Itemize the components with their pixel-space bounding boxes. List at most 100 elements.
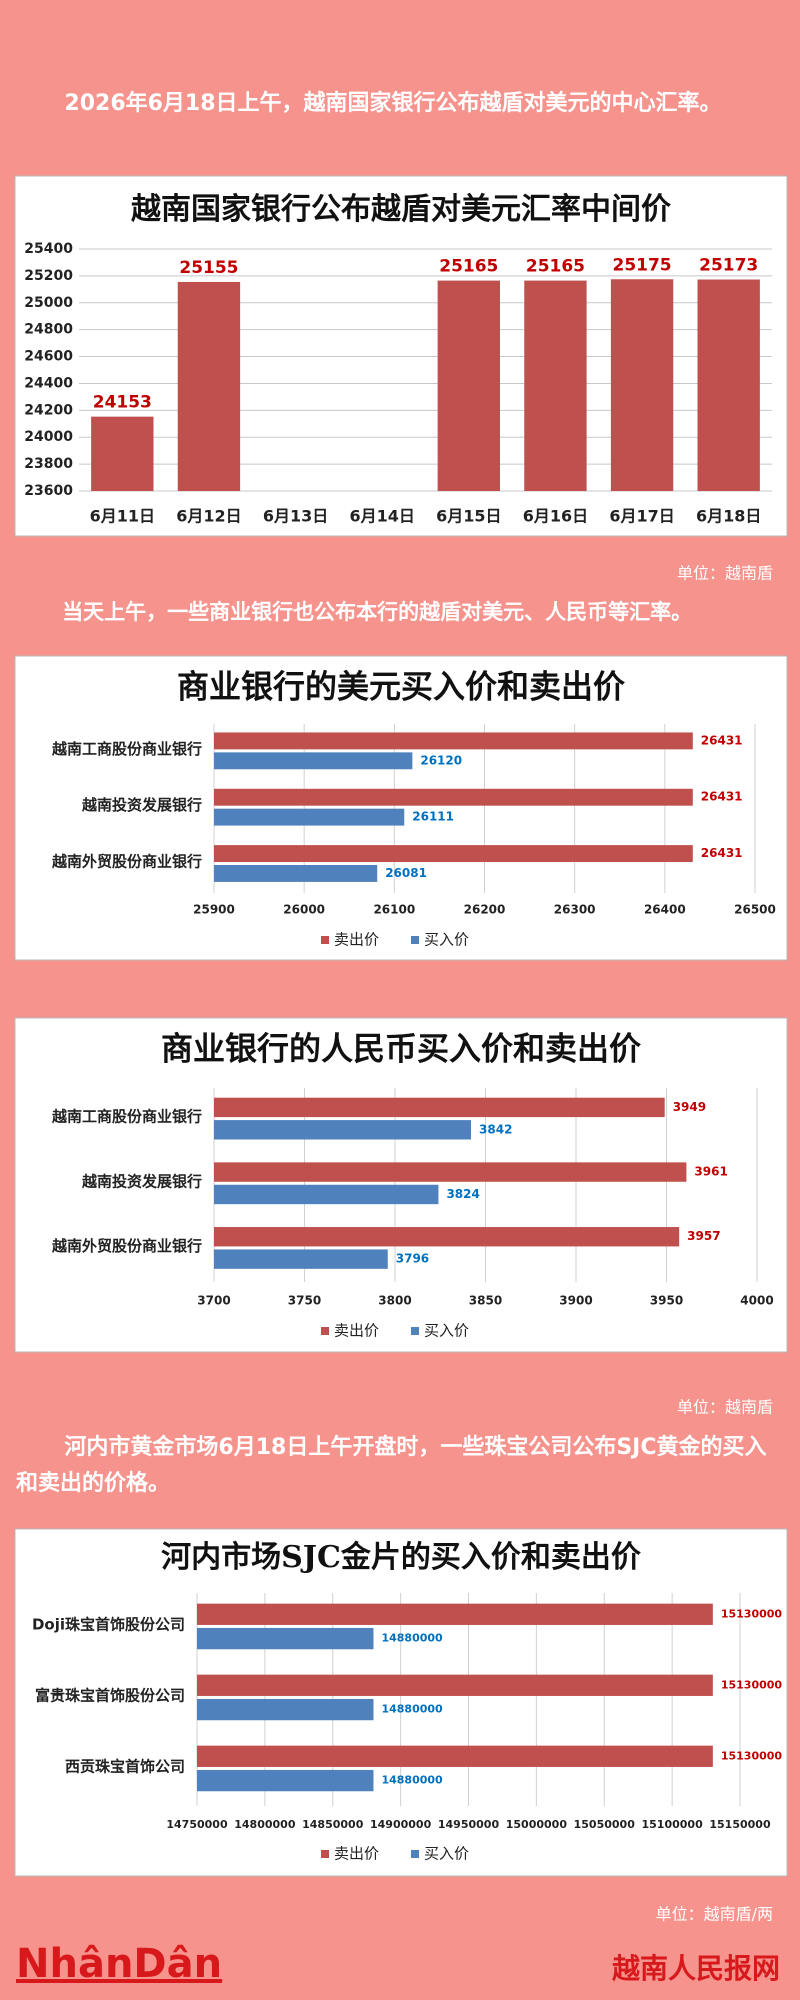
- legend-label: 买入价: [424, 1322, 469, 1340]
- y-tick-label: 25000: [24, 295, 73, 311]
- bar: [91, 416, 154, 491]
- data-label: 14880000: [381, 1774, 443, 1787]
- data-label: 26431: [701, 790, 743, 804]
- data-label: 25155: [179, 258, 238, 278]
- category-label: Doji珠宝首饰股份公司: [32, 1615, 185, 1633]
- x-tick-label: 3800: [378, 1294, 411, 1308]
- x-tick-label: 3950: [650, 1294, 683, 1308]
- bar: [214, 808, 405, 826]
- category-label: 越南投资发展银行: [81, 796, 202, 814]
- x-tick-label: 6月12日: [176, 507, 241, 526]
- bar: [214, 1184, 439, 1205]
- bar: [214, 1120, 472, 1140]
- category-label: 越南工商股份商业银行: [51, 740, 202, 758]
- x-tick-label: 6月16日: [523, 507, 588, 526]
- intro-text: 2026年6月18日上午，越南国家银行公布越盾对美元的中心汇率。: [64, 91, 722, 116]
- bar: [214, 1097, 665, 1118]
- legend-label: 卖出价: [334, 931, 379, 949]
- bar: [197, 1674, 713, 1696]
- chart-title: 越南国家银行公布越盾对美元汇率中间价: [131, 192, 671, 227]
- x-tick-label: 6月17日: [609, 507, 674, 526]
- x-tick-label: 15150000: [709, 1818, 771, 1831]
- category-label: 越南工商股份商业银行: [51, 1108, 202, 1126]
- bar: [610, 279, 674, 491]
- x-tick-label: 25900: [193, 903, 235, 917]
- chart-title: 商业银行的人民币买入价和卖出价: [161, 1030, 641, 1068]
- x-tick-label: 26000: [283, 903, 325, 917]
- data-label: 25165: [526, 257, 585, 277]
- chart-title: 河内市场SJC金片的买入价和卖出价: [161, 1540, 641, 1575]
- data-label: 25165: [439, 257, 498, 277]
- bar: [214, 732, 693, 750]
- bar: [197, 1769, 374, 1792]
- bar: [214, 1249, 388, 1269]
- data-label: 3796: [396, 1252, 429, 1266]
- y-tick-label: 24400: [24, 375, 73, 391]
- legend-label: 买入价: [424, 1845, 469, 1863]
- logo: NhânDân: [16, 1941, 222, 1987]
- legend-label: 卖出价: [334, 1322, 379, 1340]
- y-tick-label: 24000: [24, 429, 73, 445]
- unit-note: 单位：越南盾: [677, 564, 773, 583]
- legend-swatch: [411, 1327, 419, 1335]
- legend-swatch: [411, 1850, 419, 1858]
- paragraph: 河内市黄金市场6月18日上午开盘时，一些珠宝公司公布SJC黄金的买入和卖出的价格…: [16, 1435, 767, 1496]
- x-tick-label: 6月14日: [349, 507, 414, 526]
- x-tick-label: 26500: [734, 903, 776, 917]
- data-label: 14880000: [381, 1632, 443, 1645]
- bar: [524, 280, 587, 491]
- y-tick-label: 25400: [24, 241, 73, 257]
- unit-note: 单位：越南盾: [677, 1398, 773, 1417]
- y-tick-label: 23800: [24, 456, 73, 472]
- x-tick-label: 26400: [644, 903, 686, 917]
- x-tick-label: 3850: [469, 1294, 502, 1308]
- x-tick-label: 15050000: [574, 1818, 636, 1831]
- x-tick-label: 14950000: [438, 1818, 500, 1831]
- bar: [197, 1745, 713, 1767]
- x-tick-label: 14800000: [234, 1818, 296, 1831]
- data-label: 15130000: [721, 1678, 783, 1691]
- x-tick-label: 6月13日: [263, 507, 328, 526]
- data-label: 15130000: [721, 1607, 783, 1620]
- y-tick-label: 24600: [24, 349, 73, 365]
- bar: [437, 280, 500, 491]
- x-tick-label: 14750000: [166, 1818, 228, 1831]
- chart: 越南国家银行公布越盾对美元汇率中间价 23600 23800 24000 24200 24…: [14, 175, 788, 537]
- x-tick-label: 3900: [559, 1294, 592, 1308]
- paragraph: 当天上午，一些商业银行也公布本行的越盾对美元、人民币等汇率。: [62, 600, 693, 624]
- data-label: 26120: [420, 753, 462, 767]
- y-tick-label: 24200: [24, 402, 73, 418]
- data-label: 26081: [385, 866, 427, 880]
- unit-note: 单位：越南盾/两: [656, 1905, 773, 1924]
- x-tick-label: 6月18日: [696, 507, 761, 526]
- data-label: 26111: [412, 810, 454, 824]
- x-tick-label: 3750: [288, 1294, 321, 1308]
- x-tick-label: 15000000: [506, 1818, 568, 1831]
- legend-swatch: [321, 936, 329, 944]
- x-tick-label: 4000: [740, 1294, 773, 1308]
- chart: 商业银行的人民币买入价和卖出价 3700 3750 3800 3850 3900 3950 4…: [14, 1017, 788, 1353]
- data-label: 25175: [612, 255, 671, 275]
- y-tick-label: 24800: [24, 322, 73, 338]
- data-label: 24153: [93, 393, 152, 413]
- legend-swatch: [321, 1327, 329, 1335]
- bar: [197, 1698, 374, 1721]
- bar: [214, 845, 693, 863]
- y-tick-label: 23600: [24, 483, 73, 499]
- legend-label: 卖出价: [334, 1845, 379, 1863]
- data-label: 3842: [479, 1122, 512, 1136]
- bar: [214, 1227, 680, 1247]
- bar: [697, 279, 760, 491]
- category-label: 西贡珠宝首饰公司: [65, 1757, 185, 1775]
- chart-frame: [14, 655, 788, 961]
- site-name: 越南人民报网: [612, 1952, 780, 1985]
- data-label: 15130000: [721, 1749, 783, 1762]
- data-label: 26431: [701, 733, 743, 747]
- legend-label: 买入价: [424, 931, 469, 949]
- bar: [177, 281, 241, 491]
- chart: 河内市场SJC金片的买入价和卖出价 14750000 14800000 1485000…: [14, 1528, 788, 1877]
- legend-swatch: [411, 936, 419, 944]
- data-label: 3961: [694, 1165, 727, 1179]
